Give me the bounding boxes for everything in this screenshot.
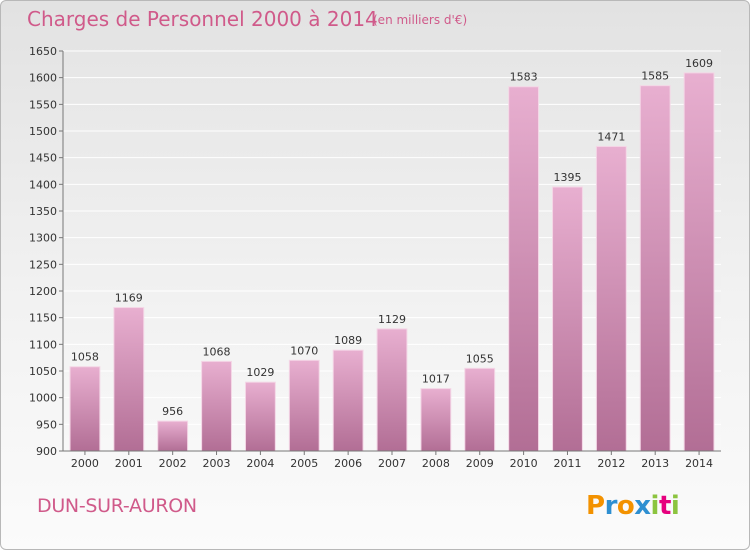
x-tick-label: 2010 [510,457,538,470]
bar [464,367,496,452]
x-tick-label: 2007 [378,457,406,470]
y-tick-label: 900 [36,445,57,458]
y-tick-label: 1250 [29,258,57,271]
y-tick-label: 1550 [29,98,57,111]
x-tick-label: 2004 [246,457,274,470]
town-name: DUN-SUR-AURON [37,495,197,517]
y-tick-label: 1650 [29,45,57,58]
y-tick-label: 1600 [29,72,57,85]
data-label: 1169 [115,292,143,305]
proxiti-logo: Proxiti [586,491,680,521]
bar [201,360,232,452]
y-tick-label: 1450 [29,152,57,165]
y-tick-label: 1400 [29,178,57,191]
x-tick-label: 2013 [641,457,669,470]
data-label: 1585 [641,70,669,83]
data-label: 1583 [510,71,538,84]
y-tick-label: 1300 [29,232,57,245]
data-label: 1017 [422,373,450,386]
logo-letter: x [634,491,651,521]
data-label: 1058 [71,351,99,364]
data-label: 1089 [334,334,362,347]
y-tick-label: 1100 [29,338,57,351]
x-tick-label: 2011 [553,457,581,470]
data-label: 1055 [466,352,494,365]
data-label: 956 [162,405,183,418]
x-tick-label: 2012 [597,457,625,470]
logo-letter: r [604,491,618,521]
x-tick-label: 2008 [422,457,450,470]
y-tick-label: 1350 [29,205,57,218]
bar [113,307,145,452]
logo-letter: o [616,491,635,521]
bar [595,145,627,452]
x-tick-label: 2001 [115,457,143,470]
bar [508,86,540,452]
data-label: 1029 [246,366,274,379]
logo-letter: t [658,491,671,521]
logo-letter: i [650,491,660,521]
logo-letter: i [670,491,680,521]
bar [157,420,189,452]
data-label: 1395 [553,171,581,184]
data-label: 1471 [597,130,625,143]
data-label: 1070 [290,344,318,357]
y-tick-label: 1200 [29,285,57,298]
bar [244,381,276,452]
chart-subtitle: (en milliers d'€) [373,13,468,27]
chart-title: Charges de Personnel 2000 à 2014 [27,7,378,31]
y-tick-label: 1050 [29,365,57,378]
y-tick-label: 950 [36,418,57,431]
x-tick-label: 2009 [466,457,494,470]
x-tick-label: 2005 [290,457,318,470]
data-label: 1068 [203,345,231,358]
bar [639,85,671,452]
x-tick-label: 2000 [71,457,99,470]
bar [376,328,408,452]
logo-letter: P [586,491,605,521]
y-tick-label: 1150 [29,312,57,325]
data-label: 1609 [685,57,713,70]
bar [552,186,583,452]
x-tick-label: 2006 [334,457,362,470]
y-tick-label: 1500 [29,125,57,138]
bar [420,388,452,452]
x-tick-label: 2003 [203,457,231,470]
y-tick-label: 1000 [29,392,57,405]
data-label: 1129 [378,313,406,326]
bar [683,72,715,452]
x-tick-label: 2002 [159,457,187,470]
bar [332,349,364,452]
bar [69,366,101,452]
bar [288,359,320,452]
x-tick-label: 2014 [685,457,713,470]
